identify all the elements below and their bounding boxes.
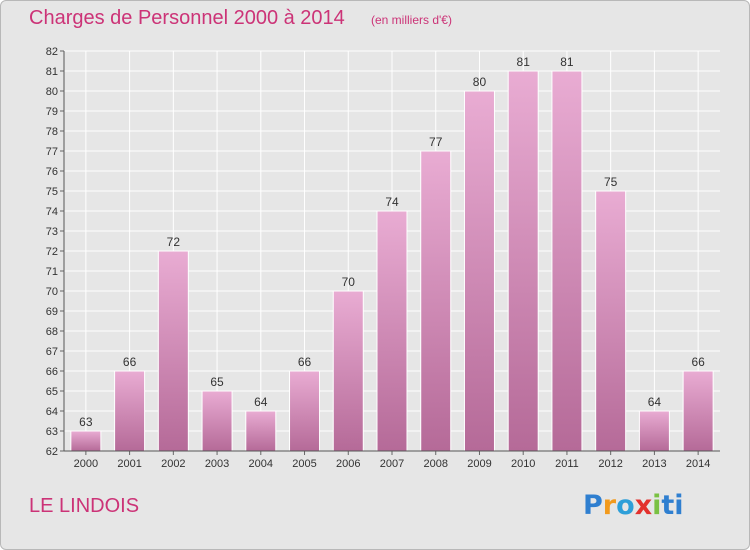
chart-subtitle: (en milliers d'€)	[371, 13, 452, 27]
bar	[420, 150, 452, 452]
y-tick-label: 63	[46, 426, 58, 438]
logo-letter: o	[616, 490, 635, 521]
bar	[638, 410, 670, 452]
y-tick-label: 66	[46, 366, 58, 378]
bar-value-label: 72	[167, 235, 181, 249]
x-tick-label: 2012	[598, 458, 622, 470]
y-tick-label: 67	[46, 346, 58, 358]
bar	[332, 290, 364, 452]
bar	[551, 70, 583, 452]
bar	[114, 370, 146, 452]
x-tick-label: 2008	[423, 458, 447, 470]
bar	[682, 370, 714, 452]
bar-value-label: 66	[123, 355, 137, 369]
y-tick-label: 77	[46, 146, 58, 158]
x-tick-label: 2006	[336, 458, 360, 470]
y-tick-label: 69	[46, 306, 58, 318]
x-tick-label: 2007	[380, 458, 404, 470]
x-tick-label: 2010	[511, 458, 535, 470]
y-tick-label: 72	[46, 246, 58, 258]
x-tick-label: 2009	[467, 458, 491, 470]
y-tick-label: 62	[46, 446, 58, 458]
axes: 62 63 64 65 66 67 68 69 70 71 72 73 74 75 76 77 78 79 80 81…	[46, 46, 720, 470]
x-tick-label: 2005	[292, 458, 316, 470]
y-tick-label: 71	[46, 266, 58, 278]
bar	[201, 390, 233, 452]
bar-value-label: 66	[691, 355, 705, 369]
x-tick-label: 2014	[686, 458, 710, 470]
logo-letter: P	[583, 490, 603, 521]
y-tick-label: 80	[46, 86, 58, 98]
bar-value-label: 63	[79, 415, 93, 429]
y-tick-label: 70	[46, 286, 58, 298]
y-tick-label: 76	[46, 166, 58, 178]
logo-letter: r	[602, 490, 617, 521]
bar-value-label: 74	[385, 195, 399, 209]
bars: 63 66 72 65 64 66 70 74 77 80 81 81 75 64 66	[70, 55, 714, 452]
bar	[70, 430, 102, 452]
logo-letter: x	[634, 490, 653, 521]
y-tick-label: 74	[46, 206, 58, 218]
y-tick-label: 68	[46, 326, 58, 338]
bar	[463, 90, 495, 452]
y-tick-label: 73	[46, 226, 58, 238]
bar-value-label: 81	[560, 55, 574, 69]
logo-letter: ti	[661, 490, 684, 521]
bar	[245, 410, 277, 452]
y-tick-label: 65	[46, 386, 58, 398]
bar-value-label: 66	[298, 355, 312, 369]
y-tick-label: 81	[46, 66, 58, 78]
x-tick-label: 2003	[205, 458, 229, 470]
x-tick-label: 2004	[249, 458, 273, 470]
bar-value-label: 64	[648, 395, 662, 409]
commune-name: LE LINDOIS	[29, 495, 140, 517]
x-tick-label: 2013	[642, 458, 666, 470]
bar-value-label: 77	[429, 135, 443, 149]
bar-value-label: 64	[254, 395, 268, 409]
bar-value-label: 81	[517, 55, 531, 69]
bar	[289, 370, 321, 452]
x-tick-label: 2000	[74, 458, 98, 470]
y-tick-label: 78	[46, 126, 58, 138]
chart-title: Charges de Personnel 2000 à 2014	[29, 7, 345, 29]
x-tick-label: 2001	[117, 458, 141, 470]
y-tick-label: 79	[46, 106, 58, 118]
bar	[595, 190, 627, 452]
x-tick-label: 2011	[555, 458, 579, 470]
x-tick-label: 2002	[161, 458, 185, 470]
bar-value-label: 75	[604, 175, 618, 189]
bar	[157, 250, 189, 452]
y-tick-label: 64	[46, 406, 58, 418]
logo-letter: i	[652, 490, 662, 521]
y-tick-label: 75	[46, 186, 58, 198]
bar-value-label: 70	[342, 275, 356, 289]
bar-value-label: 80	[473, 75, 487, 89]
bar	[507, 70, 539, 452]
bar-value-label: 65	[210, 375, 224, 389]
proxiti-logo: Proxiti	[583, 490, 684, 521]
y-tick-label: 82	[46, 46, 58, 58]
bar	[376, 210, 408, 452]
